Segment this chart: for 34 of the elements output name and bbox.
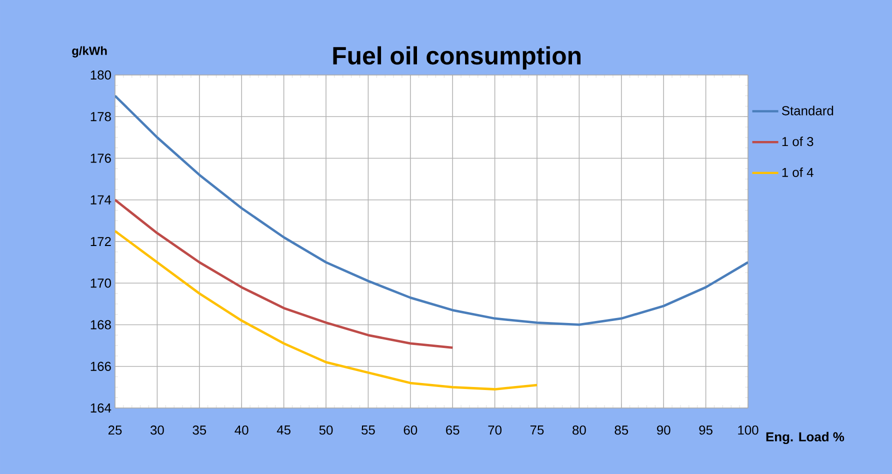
- y-tick-label: 180: [90, 70, 111, 80]
- y-tick-label: 168: [90, 320, 111, 330]
- x-tick-label: 95: [699, 426, 712, 435]
- y-tick-label: 164: [90, 403, 112, 413]
- line-series: [115, 94, 748, 326]
- y-axis-title: g/kWh: [72, 46, 107, 58]
- y-tick-label: 166: [90, 362, 111, 371]
- line-series: [115, 230, 538, 390]
- x-tick-label: 80: [572, 426, 586, 435]
- x-tick-label: 45: [276, 426, 290, 435]
- x-tick-label: 70: [488, 426, 502, 435]
- y-tick-label: 174: [90, 195, 112, 204]
- x-tick-label: 30: [150, 426, 164, 435]
- x-tick-label: 75: [530, 426, 544, 435]
- x-tick-label: 100: [738, 426, 758, 435]
- y-tick-label: 178: [90, 112, 111, 122]
- x-tick-label: 65: [446, 426, 460, 435]
- chart-title: Fuel oil consumption: [333, 46, 581, 70]
- x-tick-label: 85: [614, 426, 628, 435]
- y-tick-label: 172: [90, 236, 111, 246]
- x-tick-label: 60: [404, 426, 418, 435]
- x-axis-title: Eng. Load %: [766, 432, 844, 444]
- x-tick-label: 35: [192, 426, 206, 435]
- x-tick-label: 25: [108, 426, 122, 435]
- x-tick-label: 55: [362, 426, 375, 435]
- line-series: [115, 198, 454, 349]
- x-tick-label: 40: [234, 426, 248, 435]
- y-tick-label: 176: [90, 154, 111, 163]
- legend-label: 1 of 3: [782, 136, 814, 146]
- legend-label: Standard: [782, 106, 834, 116]
- x-tick-label: 50: [319, 426, 333, 435]
- legend-label: 1 of 4: [782, 168, 814, 178]
- y-tick-label: 170: [90, 278, 111, 288]
- x-tick-label: 90: [657, 426, 670, 435]
